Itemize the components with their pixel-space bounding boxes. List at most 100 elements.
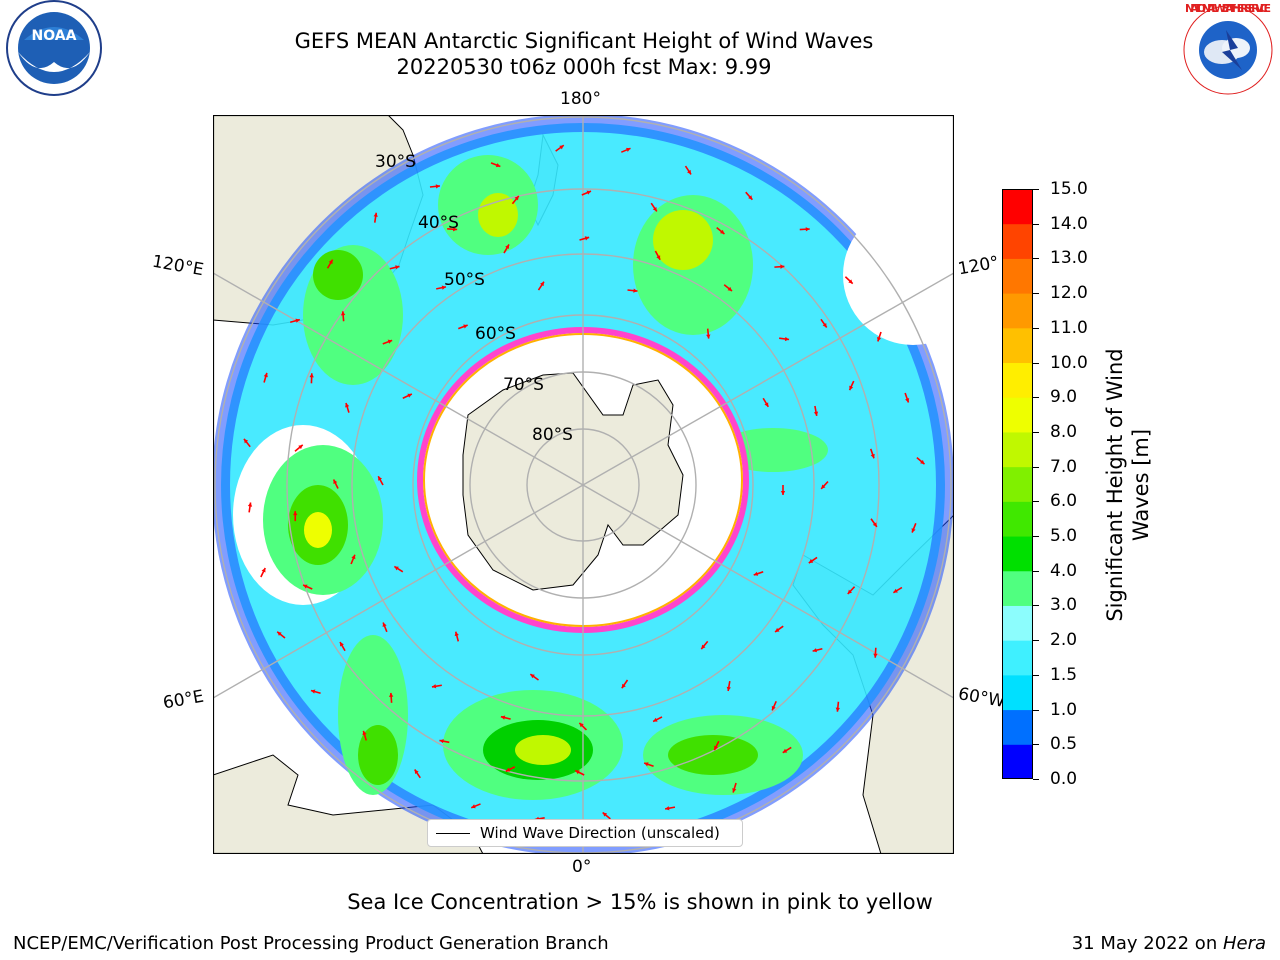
lon-label-60w: 60°W xyxy=(956,684,1007,712)
colorbar-segment xyxy=(1002,536,1033,572)
wave-direction-arrowhead xyxy=(530,674,535,679)
wave-direction-arrowhead xyxy=(345,403,350,408)
legend-label: Wind Wave Direction (unscaled) xyxy=(480,824,720,842)
colorbar-border xyxy=(1002,189,1033,779)
colorbar-tick-mark xyxy=(1033,744,1039,746)
graticule xyxy=(213,115,954,854)
colorbar-tick-label: 1.0 xyxy=(1050,699,1078,720)
wave-direction-arrowhead xyxy=(726,686,731,692)
wave-direction-arrowhead xyxy=(905,398,910,403)
colorbar-label-line1: Significant Height of Wind xyxy=(1103,348,1127,622)
colorbar-tick-label: 7.0 xyxy=(1050,456,1078,477)
wave-direction-arrowhead xyxy=(812,648,817,653)
map-border xyxy=(213,115,954,854)
colorbar-tick-mark xyxy=(1033,258,1039,260)
legend-line-swatch xyxy=(436,832,470,834)
colorbar-segment xyxy=(1002,258,1033,294)
wave-direction-arrowhead xyxy=(584,236,590,241)
wave-direction-arrowhead xyxy=(586,190,592,195)
wave-direction-arrowhead xyxy=(687,169,692,175)
wave-direction-arrowhead xyxy=(333,479,338,485)
lat-label-30s: 30°S xyxy=(375,152,416,172)
wave-direction-arrowhead xyxy=(394,566,399,571)
wave-direction-arrowhead xyxy=(911,528,916,533)
wave-direction-arrowhead xyxy=(822,323,827,328)
run-date: 31 May 2022 on Hera xyxy=(1072,933,1266,954)
colorbar-tick-label: 14.0 xyxy=(1050,213,1088,234)
wave-direction-arrowhead xyxy=(293,511,298,516)
wave-direction-arrowhead xyxy=(835,707,840,712)
no-data-area xyxy=(843,205,954,345)
colorbar-label: Significant Height of Wind Waves [m] xyxy=(1102,275,1154,695)
wave-direction-arrowhead xyxy=(652,206,657,212)
colorbar-tick-mark xyxy=(1033,501,1039,503)
colorbar-segment xyxy=(1002,570,1033,606)
wave-direction-arrowhead xyxy=(351,554,356,560)
wave-direction-arrowhead xyxy=(414,769,419,774)
colorbar-segment xyxy=(1002,709,1033,745)
wave-direction-arrowhead xyxy=(407,393,412,398)
wave-direction-arrowhead xyxy=(295,318,300,323)
colorbar-tick-label: 5.0 xyxy=(1050,526,1078,547)
noaa-logo-text: NOAA xyxy=(32,28,77,44)
run-date-machine: Hera xyxy=(1222,933,1266,954)
wave-direction-arrowhead xyxy=(784,336,790,342)
wave-direction-arrowhead xyxy=(378,476,383,481)
wave-direction-arrowhead xyxy=(298,444,303,450)
wave-direction-arrowhead xyxy=(303,584,308,589)
colorbar-tick-mark xyxy=(1033,362,1039,364)
colorbar-tick-mark xyxy=(1033,570,1039,572)
wave-direction-arrowhead xyxy=(340,311,346,316)
colorbar-label-line2: Waves [m] xyxy=(1129,428,1153,542)
wave-direction-arrowhead xyxy=(310,689,316,694)
colorbar-segment xyxy=(1002,223,1033,259)
wave-direction-arrowhead xyxy=(500,715,506,720)
wave-direction-arrowhead xyxy=(727,286,733,292)
wave-direction-arrowhead xyxy=(362,730,367,736)
wave-direction-arrowhead xyxy=(505,244,510,249)
colorbar-tick-mark xyxy=(1033,536,1039,538)
colorbar-segment xyxy=(1002,674,1033,711)
wave-direction-arrowhead xyxy=(848,279,853,284)
lon-label-60e: 60°E xyxy=(161,686,206,714)
sea-ice-note: Sea Ice Concentration > 15% is shown in … xyxy=(347,890,933,914)
wave-direction-arrowhead xyxy=(441,285,447,290)
wave-direction-arrowhead xyxy=(732,788,737,793)
wave-direction-arrowhead xyxy=(656,255,661,260)
wave-direction-arrowhead xyxy=(872,522,877,527)
wave-direction-arrowhead xyxy=(873,653,878,658)
wave-direction-arrowhead xyxy=(431,684,437,689)
wave-direction-arrowhead xyxy=(821,484,826,489)
wave-direction-arrowhead xyxy=(463,324,468,329)
colorbar-tick-label: 12.0 xyxy=(1050,283,1088,304)
wave-direction-arrowhead xyxy=(621,683,626,689)
wave-direction-arrowhead xyxy=(277,631,282,636)
lat-label-80s: 80°S xyxy=(532,425,573,445)
nws-logo-text: NATIONAL WEATHER SERVICE xyxy=(1185,2,1271,15)
lat-label-40s: 40°S xyxy=(418,213,459,233)
colorbar-tick-mark xyxy=(1033,431,1039,433)
wave-direction-arrowhead xyxy=(764,402,769,407)
colorbar-segment xyxy=(1002,293,1033,329)
colorbar-tick-label: 8.0 xyxy=(1050,421,1078,442)
colorbar-tick-mark xyxy=(1033,674,1039,676)
colorbar-tick-label: 15.0 xyxy=(1050,179,1088,199)
run-date-text: 31 May 2022 on xyxy=(1071,933,1223,954)
wave-direction-arrowhead xyxy=(514,195,519,201)
colorbar-segment xyxy=(1002,605,1033,641)
colorbar-tick-mark xyxy=(1033,605,1039,607)
wave-direction-arrowhead xyxy=(439,739,444,744)
colorbar-segment xyxy=(1002,640,1033,676)
wave-direction-arrowhead xyxy=(373,212,378,217)
colorbar xyxy=(1002,189,1033,779)
colorbar-segment xyxy=(1002,189,1033,225)
colorbar-tick-mark xyxy=(1033,709,1039,711)
wave-direction-arrowhead xyxy=(505,767,511,772)
lon-label-120w: 120° xyxy=(956,252,1001,280)
wave-direction-arrowhead xyxy=(775,627,780,632)
wave-direction-arrowhead xyxy=(602,812,608,817)
wave-direction-arrowhead xyxy=(263,372,268,378)
wave-direction-arrowhead xyxy=(701,644,706,650)
chart-title: GEFS MEAN Antarctic Significant Height o… xyxy=(294,29,874,53)
colorbar-tick-label: 6.0 xyxy=(1050,491,1078,512)
